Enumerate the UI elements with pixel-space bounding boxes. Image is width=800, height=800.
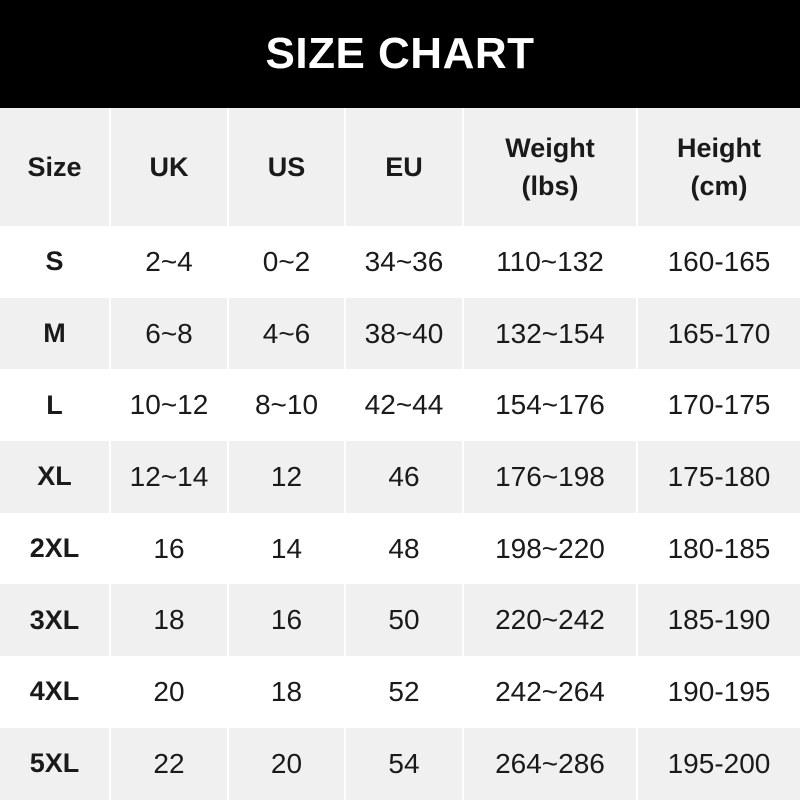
table-cell: 10~12 — [110, 369, 229, 442]
column-header-label: Height — [677, 133, 761, 163]
table-cell: 180-185 — [667, 532, 771, 564]
table-row: 3XL 18 16 50 220~242 185-190 — [0, 584, 800, 657]
table-cell: 46 — [345, 441, 464, 513]
table-row: 5XL 22 20 54 264~286 195-200 — [0, 727, 800, 800]
table-cell: 14 — [228, 512, 346, 585]
column-header-label: Weight — [505, 133, 595, 163]
size-label: 3XL — [0, 584, 111, 657]
table-row: 4XL 20 18 52 242~264 190-195 — [0, 656, 800, 728]
column-header: US — [228, 108, 346, 226]
table-cell: 175-180 — [667, 460, 771, 492]
table-cell: 20 — [228, 727, 346, 800]
table-cell: 185-190 — [667, 604, 771, 636]
table-cell: 16 — [110, 512, 229, 585]
table-cell: 38~40 — [345, 297, 464, 370]
table-cell: 6~8 — [110, 297, 229, 370]
table-cell: 48 — [345, 512, 464, 585]
column-header: Size — [0, 108, 111, 226]
table-cell: 165-170 — [667, 317, 771, 349]
table-cell: 2~4 — [110, 226, 229, 298]
size-chart-title: SIZE CHART — [0, 0, 800, 108]
table-cell: 264~286 — [463, 727, 638, 800]
table-cell: 54 — [345, 727, 464, 800]
table-cell: 16 — [228, 584, 346, 657]
table-row: S 2~4 0~2 34~36 110~132 160-165 — [0, 226, 800, 298]
size-label: S — [0, 226, 111, 298]
table-row: L 10~12 8~10 42~44 154~176 170-175 — [0, 369, 800, 442]
table-cell: 12 — [228, 441, 346, 513]
column-header: Height (cm) — [637, 108, 800, 226]
table-cell: 50 — [345, 584, 464, 657]
size-label: 4XL — [0, 656, 111, 728]
table-cell: 220~242 — [463, 584, 638, 657]
table-cell: 154~176 — [463, 369, 638, 442]
size-label: XL — [0, 441, 111, 513]
table-cell: 18 — [228, 656, 346, 728]
column-header-label: UK — [149, 152, 189, 182]
table-cell: 12~14 — [110, 441, 229, 513]
column-header-label: US — [267, 152, 306, 182]
table-cell: 190-195 — [667, 675, 771, 707]
column-header: EU — [345, 108, 464, 226]
table-cell: 160-165 — [667, 245, 771, 277]
table-cell: 195-200 — [667, 747, 771, 779]
table-cell: 18 — [110, 584, 229, 657]
table-cell: 4~6 — [228, 297, 346, 370]
table-cell: 8~10 — [228, 369, 346, 442]
table-cell: 176~198 — [463, 441, 638, 513]
column-header-label: Size — [27, 152, 82, 182]
table-cell: 170-175 — [667, 389, 771, 421]
size-label: 2XL — [0, 512, 111, 585]
table-cell: 110~132 — [463, 226, 638, 298]
table-cell: 132~154 — [463, 297, 638, 370]
column-header-unit: (lbs) — [521, 171, 579, 201]
column-header-unit: (cm) — [690, 171, 748, 201]
size-table: Size UK US EU Weight (lbs) Height (cm) S 2~4 0~2 3… — [0, 108, 800, 800]
table-cell: 34~36 — [345, 226, 464, 298]
table-row: M 6~8 4~6 38~40 132~154 165-170 — [0, 297, 800, 370]
size-label: L — [0, 369, 111, 442]
table-row: XL 12~14 12 46 176~198 175-180 — [0, 441, 800, 513]
table-cell: 242~264 — [463, 656, 638, 728]
size-label: M — [0, 297, 111, 370]
table-cell: 0~2 — [228, 226, 346, 298]
column-header: Weight (lbs) — [463, 108, 638, 226]
table-cell: 198~220 — [463, 512, 638, 585]
header-row: Size UK US EU Weight (lbs) Height (cm) — [0, 108, 800, 226]
column-header-label: EU — [385, 152, 423, 182]
table-row: 2XL 16 14 48 198~220 180-185 — [0, 512, 800, 585]
table-cell: 20 — [110, 656, 229, 728]
table-cell: 22 — [110, 727, 229, 800]
size-label: 5XL — [0, 727, 111, 800]
table-cell: 52 — [345, 656, 464, 728]
column-header: UK — [110, 108, 229, 226]
table-cell: 42~44 — [345, 369, 464, 442]
